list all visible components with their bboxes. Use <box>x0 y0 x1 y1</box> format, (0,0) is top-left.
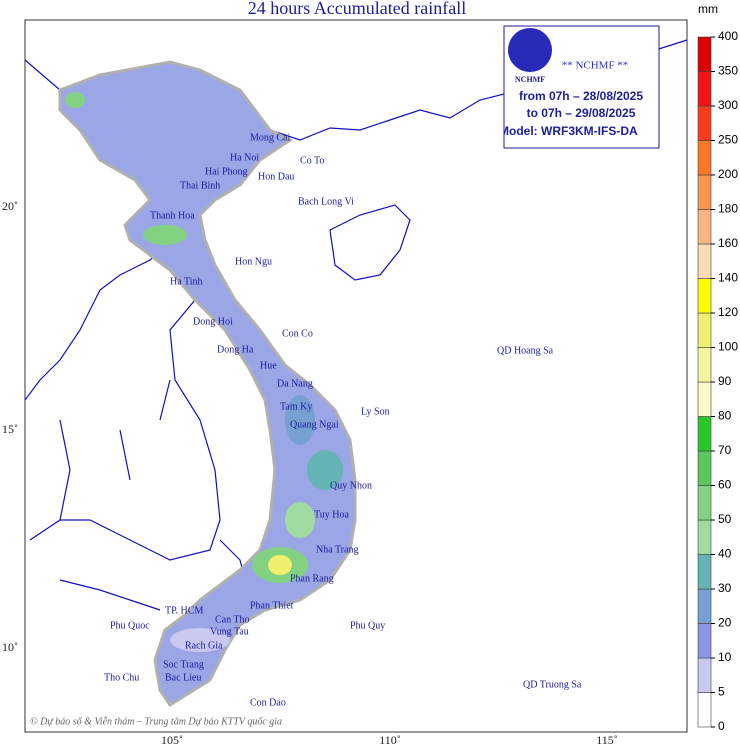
color-swatch <box>697 174 712 210</box>
org: ** NCHMF ** <box>562 60 629 72</box>
place: Hai Phong <box>205 166 248 177</box>
place: Phan Thiet <box>250 600 294 611</box>
legend-label: 30 <box>718 581 732 595</box>
place: Tam Ky <box>280 401 312 412</box>
place: Dong Hoi <box>193 316 233 327</box>
lon-label: 105˚ <box>161 733 183 747</box>
color-swatch <box>697 554 712 590</box>
model: Model: WRF3KM-IFS-DA <box>499 124 638 138</box>
place: Tho Chu <box>104 672 139 683</box>
place: Ha Tinh <box>170 276 203 287</box>
color-swatch <box>697 105 712 141</box>
color-swatch <box>697 140 712 176</box>
legend-label: 60 <box>718 478 732 492</box>
place: Nha Trang <box>316 544 359 555</box>
place: TP. HCM <box>165 605 203 616</box>
place: Ly Son <box>361 406 390 417</box>
place: Dong Ha <box>217 344 254 355</box>
legend-label: 250 <box>718 133 738 147</box>
lat-label: 10˚ <box>2 640 18 654</box>
legend-label: 180 <box>718 202 738 216</box>
period-to: to 07h – 29/08/2025 <box>527 106 636 120</box>
place: Con Dao <box>250 697 286 708</box>
color-swatch <box>697 209 712 245</box>
color-swatch <box>697 519 712 555</box>
place: QD Truong Sa <box>523 679 582 690</box>
legend-label: 140 <box>718 271 738 285</box>
info-box: NCHMF ** NCHMF ** from 07h – 28/08/2025 … <box>499 25 660 149</box>
color-swatch <box>697 71 712 107</box>
rain-cells <box>65 92 343 652</box>
place: Bach Long Vi <box>298 196 354 207</box>
period-from: from 07h – 28/08/2025 <box>519 89 643 103</box>
color-swatch <box>697 347 712 383</box>
color-swatch <box>697 416 712 452</box>
lon-label: 115˚ <box>596 733 618 747</box>
place: QD Hoang Sa <box>497 345 554 356</box>
place: Hon Dau <box>258 171 294 182</box>
legend: 0 5 10 20 30 40 50 60 70 80 90 100 120 140 160 180 200 25… <box>697 29 738 733</box>
color-swatch <box>697 278 712 314</box>
place: Tuy Hoa <box>314 509 349 520</box>
color-swatch <box>697 381 712 417</box>
title: 24 hours Accumulated rainfall <box>248 0 466 18</box>
color-swatch <box>697 588 712 624</box>
place-labels: Mong Cai Ha Noi Co To Hai Phong Hon Dau … <box>104 132 582 708</box>
place: Da Nang <box>277 378 313 389</box>
credit: © Dự báo số & Viễn thám – Trung tâm Dự b… <box>30 716 282 727</box>
place: Hon Ngu <box>235 256 272 267</box>
legend-label: 70 <box>718 443 732 457</box>
legend-label: 90 <box>718 374 732 388</box>
place: Phu Quoc <box>110 620 150 631</box>
place: Soc Trang <box>163 659 204 670</box>
info-text: from 07h – 28/08/2025 to 07h – 29/08/202… <box>499 89 643 138</box>
place: Can Tho <box>215 614 250 625</box>
color-swatch <box>697 450 712 486</box>
place: Rach Gia <box>185 640 223 651</box>
color-swatch <box>697 36 712 72</box>
color-swatch <box>697 485 712 521</box>
legend-label: 50 <box>718 512 732 526</box>
rain-area <box>58 60 357 708</box>
logo-text: NCHMF <box>515 75 545 84</box>
place: Ha Noi <box>230 152 259 163</box>
color-swatch <box>697 243 712 279</box>
legend-label: 20 <box>718 616 732 630</box>
place: Co To <box>300 155 324 166</box>
place: Mong Cai <box>250 132 291 143</box>
place: Phu Quy <box>350 620 385 631</box>
legend-label: 10 <box>718 650 732 664</box>
place: Quy Nhon <box>330 480 372 491</box>
legend-label: 120 <box>718 305 738 319</box>
lat-label: 15˚ <box>2 422 18 436</box>
legend-unit: mm <box>698 2 718 16</box>
legend-label: 0 <box>718 719 725 733</box>
legend-label: 200 <box>718 167 738 181</box>
place: Vung Tau <box>210 626 249 637</box>
color-swatch <box>697 692 712 728</box>
logo <box>508 28 552 72</box>
legend-label: 100 <box>718 340 738 354</box>
place: Thanh Hoa <box>150 210 195 221</box>
place: Thai Binh <box>180 180 220 191</box>
place: Con Co <box>282 328 313 339</box>
legend-label: 400 <box>718 29 738 43</box>
place: Phan Rang <box>290 573 334 584</box>
color-swatch <box>697 657 712 693</box>
legend-label: 40 <box>718 547 732 561</box>
legend-label: 300 <box>718 98 738 112</box>
place: Bac Lieu <box>165 672 201 683</box>
lat-label: 20˚ <box>2 199 18 213</box>
place: Quang Ngai <box>290 419 339 430</box>
color-swatch <box>697 623 712 659</box>
color-swatch <box>697 312 712 348</box>
legend-label: 80 <box>718 409 732 423</box>
legend-label: 160 <box>718 236 738 250</box>
legend-label: 5 <box>718 685 725 699</box>
place: Hue <box>260 360 277 371</box>
legend-label: 350 <box>718 64 738 78</box>
lon-label: 110˚ <box>379 733 401 747</box>
